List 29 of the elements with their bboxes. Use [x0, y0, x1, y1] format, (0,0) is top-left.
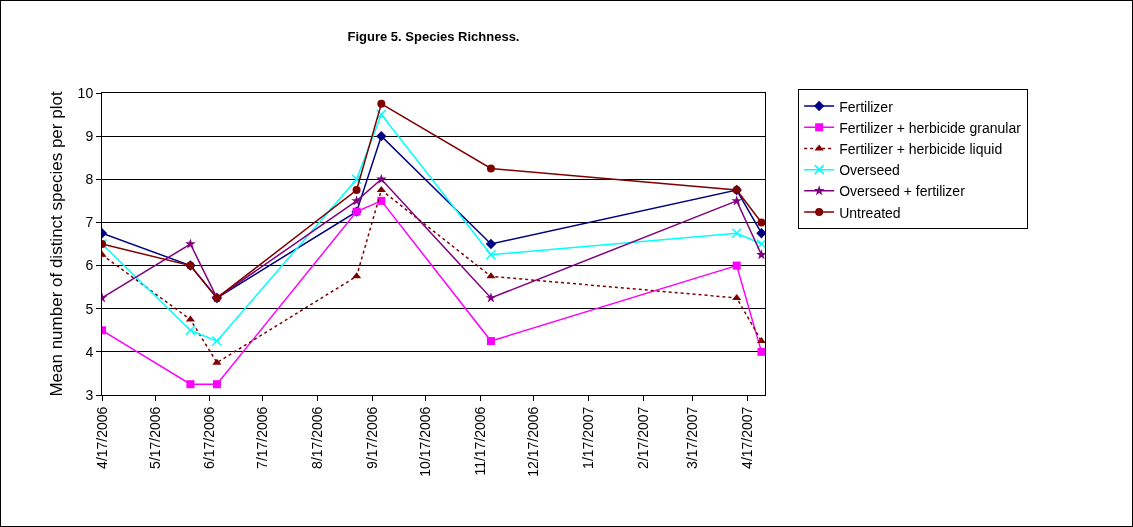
- x-tick-label: 3/17/2007: [684, 406, 701, 469]
- x-tick-label: 2/17/2007: [634, 406, 651, 469]
- x-tick-label: 10/17/2006: [417, 406, 434, 477]
- y-tick-label: 5: [85, 300, 94, 317]
- y-tick-label: 8: [85, 171, 94, 188]
- x-tick-label: 5/17/2006: [146, 406, 163, 469]
- legend-label: Fertilizer: [839, 98, 894, 115]
- y-tick-label: 6: [85, 257, 94, 274]
- y-tick-label: 4: [85, 343, 94, 360]
- legend-label: Fertilizer + herbicide granular: [839, 119, 1022, 136]
- y-axis-title: Mean number of distinct species per plot: [47, 91, 67, 397]
- x-tick-label: 12/17/2006: [524, 406, 541, 477]
- x-tick-label: 11/17/2006: [471, 406, 488, 476]
- y-tick-label: 9: [85, 128, 94, 145]
- legend-label: Untreated: [839, 204, 901, 221]
- y-tick-label: 7: [85, 214, 94, 231]
- x-tick-label: 1/17/2007: [579, 406, 596, 469]
- x-tick-label: 6/17/2006: [201, 406, 218, 469]
- x-tick-label: 9/17/2006: [364, 406, 381, 469]
- legend-label: Overseed: [839, 162, 900, 179]
- y-tick-label: 3: [85, 386, 94, 403]
- legend-label: Overseed + fertilizer: [839, 183, 966, 200]
- legend-label: Fertilizer + herbicide liquid: [839, 140, 1003, 157]
- x-tick-label: 4/17/2006: [93, 406, 110, 469]
- y-tick-label: 10: [77, 84, 94, 101]
- x-tick-label: 7/17/2006: [254, 406, 271, 469]
- chart-title: Figure 5. Species Richness.: [347, 28, 520, 44]
- x-tick-label: 4/17/2007: [738, 406, 755, 469]
- x-tick-label: 8/17/2006: [309, 406, 326, 469]
